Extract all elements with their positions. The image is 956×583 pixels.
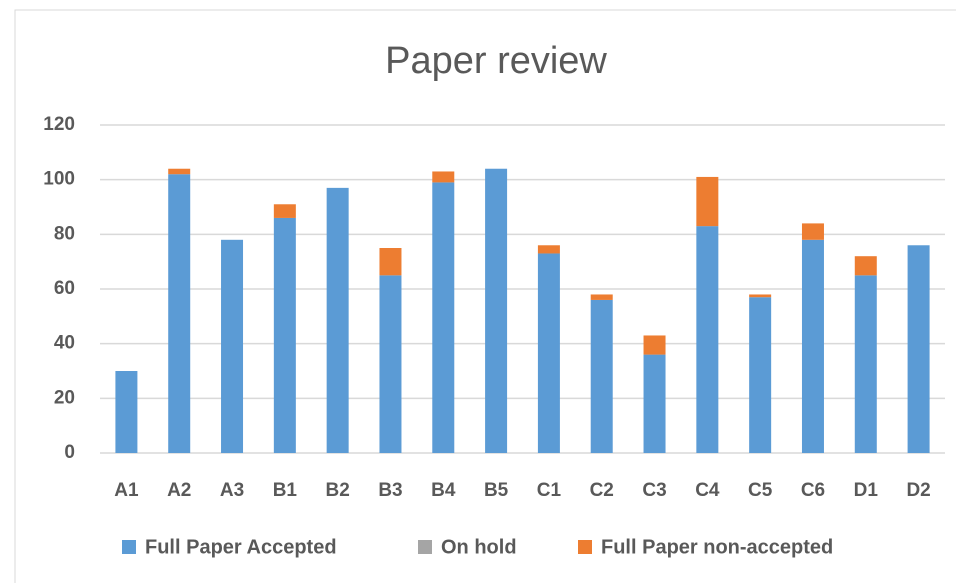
x-tick-label: D1 [854,480,879,501]
x-tick-label: D2 [906,480,930,501]
legend-swatch [578,540,592,554]
x-tick-label: C3 [642,480,666,501]
bar-segment [907,245,930,453]
x-tick-label: C6 [801,480,825,501]
x-tick-label: A2 [167,480,191,501]
y-tick-label: 120 [43,114,75,135]
bar-segment [749,294,772,298]
y-tick-label: 60 [54,278,75,299]
bar-segment [432,182,455,453]
x-tick-label: B1 [273,480,298,501]
x-tick-label: A1 [114,480,139,501]
x-tick-label: C4 [695,480,720,501]
bar-segment [168,168,191,175]
bar-segment [749,297,772,453]
bar-segment [432,171,455,183]
bar-segment [643,335,666,355]
bar-segment [590,299,613,453]
y-tick-label: 20 [54,387,75,408]
bar-segment [379,275,402,453]
bar-segment [379,248,402,276]
bar-segment [696,226,719,453]
bar-segment [696,176,719,227]
bar-segment [854,275,877,453]
legend-label: Full Paper Accepted [145,536,337,558]
bar-segment [168,174,191,453]
bar-segment [326,187,349,453]
bar-segment [537,253,560,453]
bar-segment [854,256,877,276]
y-tick-label: 0 [64,442,75,463]
x-tick-label: C5 [748,480,773,501]
x-tick-label: B5 [484,480,509,501]
bar-segment [537,245,560,254]
bar-segment [273,204,296,218]
x-tick-label: B3 [378,480,402,501]
bar-segment [801,239,824,453]
bar-segment [115,371,138,453]
bar-segment [801,223,824,240]
bar-segment [273,217,296,453]
y-tick-label: 100 [43,169,75,190]
x-tick-label: B2 [326,480,350,501]
legend-swatch [418,540,432,554]
x-tick-label: C1 [537,480,562,501]
x-tick-label: C2 [590,480,614,501]
bar-segment [485,168,508,453]
x-tick-label: B4 [431,480,456,501]
bar-segment [590,294,613,300]
x-tick-label: A3 [220,480,244,501]
legend-label: On hold [441,536,517,558]
y-tick-label: 40 [54,333,75,354]
bar-segment [221,239,244,453]
chart-title: Paper review [385,40,607,82]
bar-segment [643,354,666,453]
legend-swatch [122,540,136,554]
legend-label: Full Paper non-accepted [601,536,833,558]
y-tick-label: 80 [54,223,75,244]
